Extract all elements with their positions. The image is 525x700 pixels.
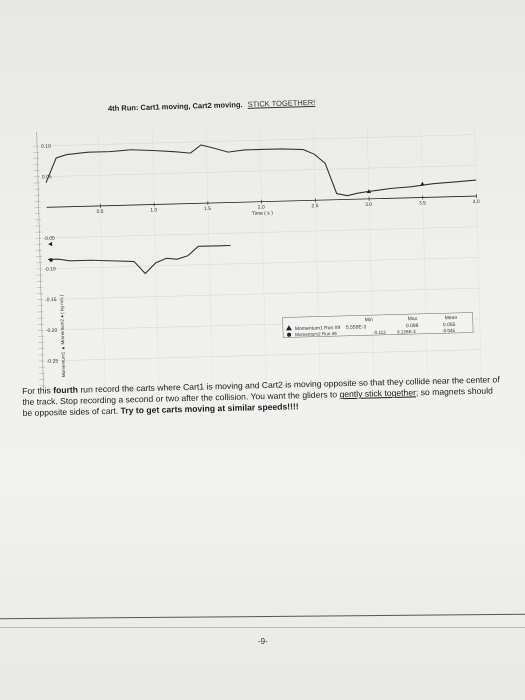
y-tick-label: -0.20 (46, 328, 58, 334)
graph-grid (33, 122, 482, 390)
stats-row2-min: -0.112 (373, 330, 386, 335)
x-tick-label: 4.0 (473, 199, 480, 205)
grid-line-v (474, 122, 482, 381)
grid-line-v (259, 127, 267, 386)
y-tick-label: -0.25 (47, 358, 59, 364)
y-tick-label: -0.10 (44, 266, 56, 272)
stats-header-mean: Mean (445, 315, 458, 321)
momentum2-line (48, 244, 231, 275)
triangle-marker-icon (285, 325, 292, 331)
y-tick-labels: 0.10 0.05 -0.05 -0.10 -0.15 -0.20 -0.25 -0.30 (41, 144, 59, 390)
grid-line-v (152, 130, 160, 389)
x-tick-label: 3.5 (419, 200, 426, 206)
grid-line-v (366, 125, 375, 384)
x-tick-label: 2.0 (258, 205, 265, 211)
x-axis-label: Time ( s ) (252, 210, 273, 217)
stats-row2-label: Momentum2 Run #9 (295, 331, 337, 337)
grid-line-v (98, 132, 106, 390)
momentum2-point (49, 258, 53, 262)
momentum1-line (45, 144, 477, 197)
footer-rule-light (0, 627, 525, 628)
circle-marker-icon (287, 332, 292, 337)
stats-row1-min: 5.559E-3 (346, 324, 367, 331)
stats-row1-mean: 0.055 (443, 322, 456, 328)
instructions-bold1: fourth (53, 384, 79, 396)
y-tick-label: -0.30 (47, 389, 59, 390)
page-number: -9- (258, 637, 268, 646)
x-tick-label: 3.0 (365, 202, 372, 208)
y-axis-label: Momentum1 ▲ Momentum2 ● ( kg m/s ) (59, 294, 66, 377)
zero-axis-line (46, 195, 477, 208)
heading-emphasis: STICK TOGETHER! (247, 97, 316, 109)
momentum-graph: 0.10 0.05 -0.05 -0.10 -0.15 -0.20 -0.25 -0.30 0… (33, 122, 482, 390)
stats-box: Min Max Mean Momentum1 Run #9 5.559E-3 0… (282, 312, 474, 338)
instructions-part1: For this (22, 385, 54, 396)
x-tick-label: 2.5 (311, 203, 318, 209)
instructions-underlined: gently stick together (339, 387, 417, 400)
x-tick-label: 1.0 (150, 207, 157, 213)
y-tick-label: -0.15 (45, 297, 57, 303)
stats-row1-label: Momentum1 Run #9 (295, 325, 341, 332)
heading-text: 4th Run: Cart1 moving, Cart2 moving. (107, 100, 243, 113)
stats-header-max: Max (408, 316, 418, 322)
footer-rule (0, 613, 525, 620)
grid-line-v (313, 126, 321, 385)
stats-row1-max: 0.098 (406, 323, 419, 329)
momentum1-point (366, 189, 372, 194)
x-tick-label: 1.5 (204, 206, 211, 212)
momentum1-point (420, 181, 425, 186)
run-heading: 4th Run: Cart1 moving, Cart2 moving. STI… (108, 98, 316, 113)
grid-line-v (205, 129, 213, 388)
grid-line-v (420, 123, 428, 382)
y-tick-label: 0.05 (42, 174, 52, 180)
stats-row2-mean: -0.045 (442, 328, 456, 333)
y-tick-label: 0.10 (41, 144, 51, 150)
series-markers (48, 181, 425, 262)
y-tick-label: -0.05 (43, 236, 55, 242)
stats-row2-max: 9.126E-3 (397, 329, 416, 334)
x-tick-label: 0.5 (96, 209, 103, 215)
stats-header-min: Min (365, 317, 373, 323)
momentum1-point (48, 241, 53, 247)
